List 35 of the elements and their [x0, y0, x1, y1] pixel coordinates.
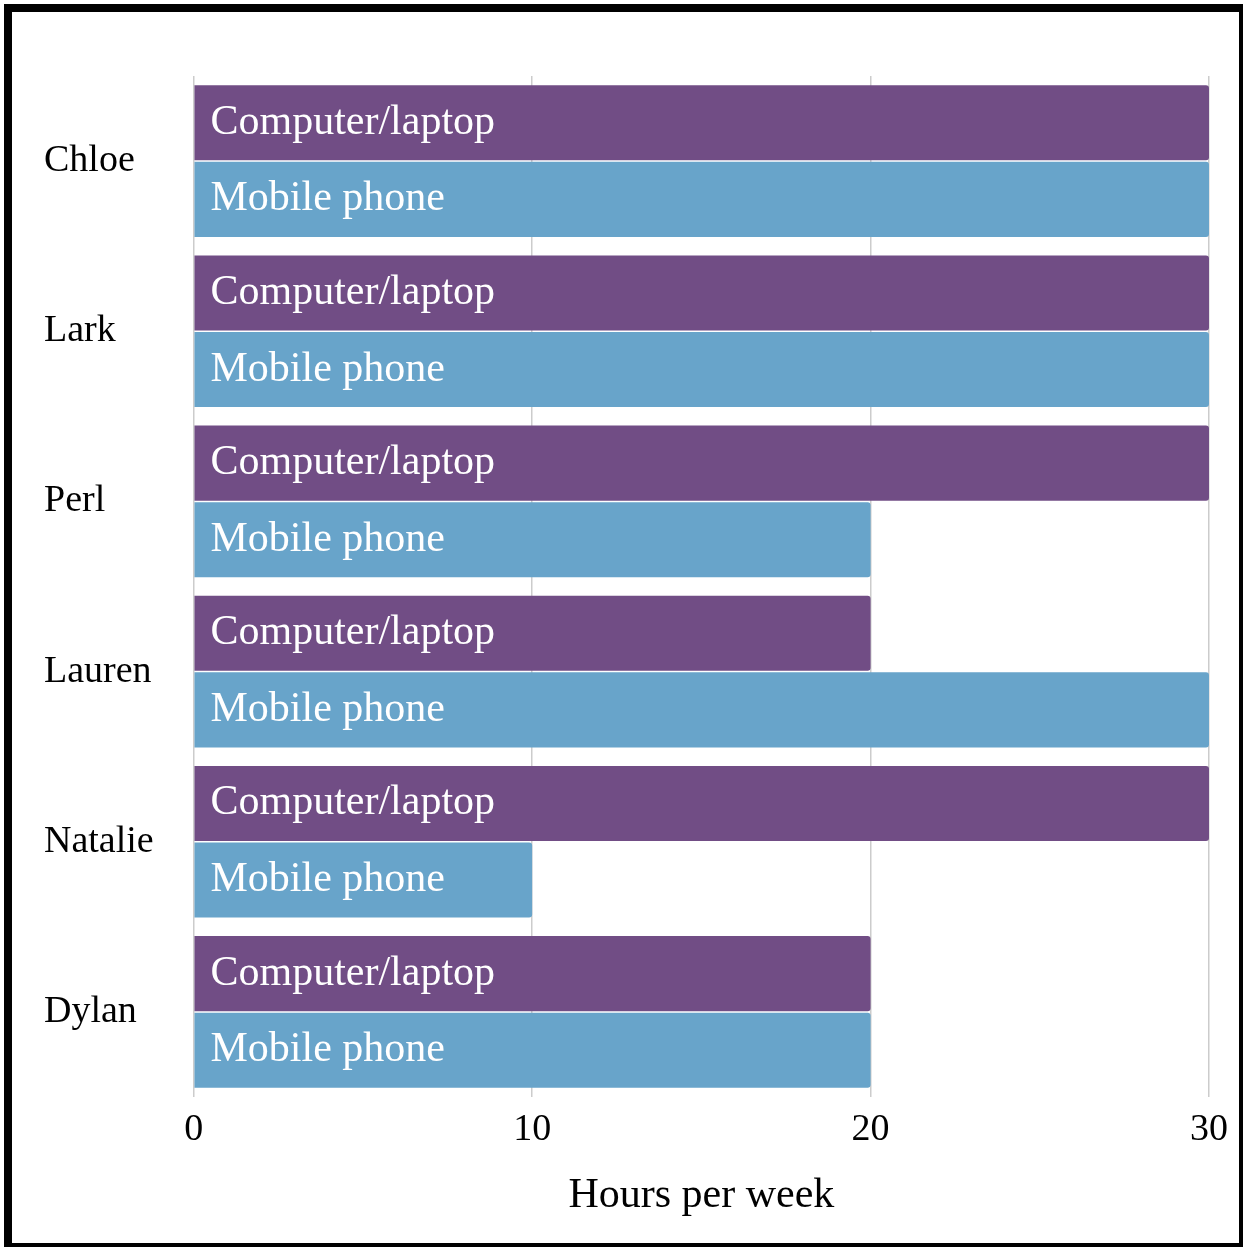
bar	[194, 842, 533, 918]
text: Computer/laptop	[210, 437, 496, 484]
bar	[194, 502, 871, 578]
y-tick-label: Natalie	[44, 817, 154, 860]
text: Mobile phone	[210, 854, 445, 901]
text: Computer/laptop	[210, 96, 496, 143]
x-axis-title: Hours per week	[568, 1169, 835, 1216]
y-tick-label: Chloe	[44, 137, 135, 180]
text: Computer/laptop	[210, 607, 496, 654]
series-label: Computer/laptop	[210, 777, 496, 824]
text: Mobile phone	[210, 1024, 445, 1071]
y-tick-label: Perl	[44, 477, 106, 520]
y-tick-label: Lauren	[44, 647, 152, 690]
x-tick-label: 20	[851, 1105, 890, 1148]
bar	[194, 765, 1209, 841]
text: Computer/laptop	[210, 266, 496, 313]
bar	[194, 595, 871, 671]
bar	[194, 425, 1209, 501]
text: Mobile phone	[210, 513, 445, 560]
series-label: Mobile phone	[210, 683, 445, 730]
bar	[194, 672, 1209, 748]
y-tick-label: Dylan	[44, 987, 137, 1030]
bar	[194, 936, 871, 1012]
bar	[194, 255, 1209, 331]
bar	[194, 85, 1209, 161]
bar	[194, 332, 1209, 408]
text: Mobile phone	[210, 173, 445, 220]
text: Computer/laptop	[210, 947, 496, 994]
x-tick-label: 10	[513, 1105, 552, 1148]
bar	[194, 161, 1209, 237]
bar	[194, 1012, 871, 1088]
y-tick-label: Lark	[44, 307, 116, 350]
x-tick-label: 0	[184, 1105, 204, 1148]
text: Mobile phone	[210, 343, 445, 390]
x-tick-label: 30	[1190, 1105, 1228, 1148]
